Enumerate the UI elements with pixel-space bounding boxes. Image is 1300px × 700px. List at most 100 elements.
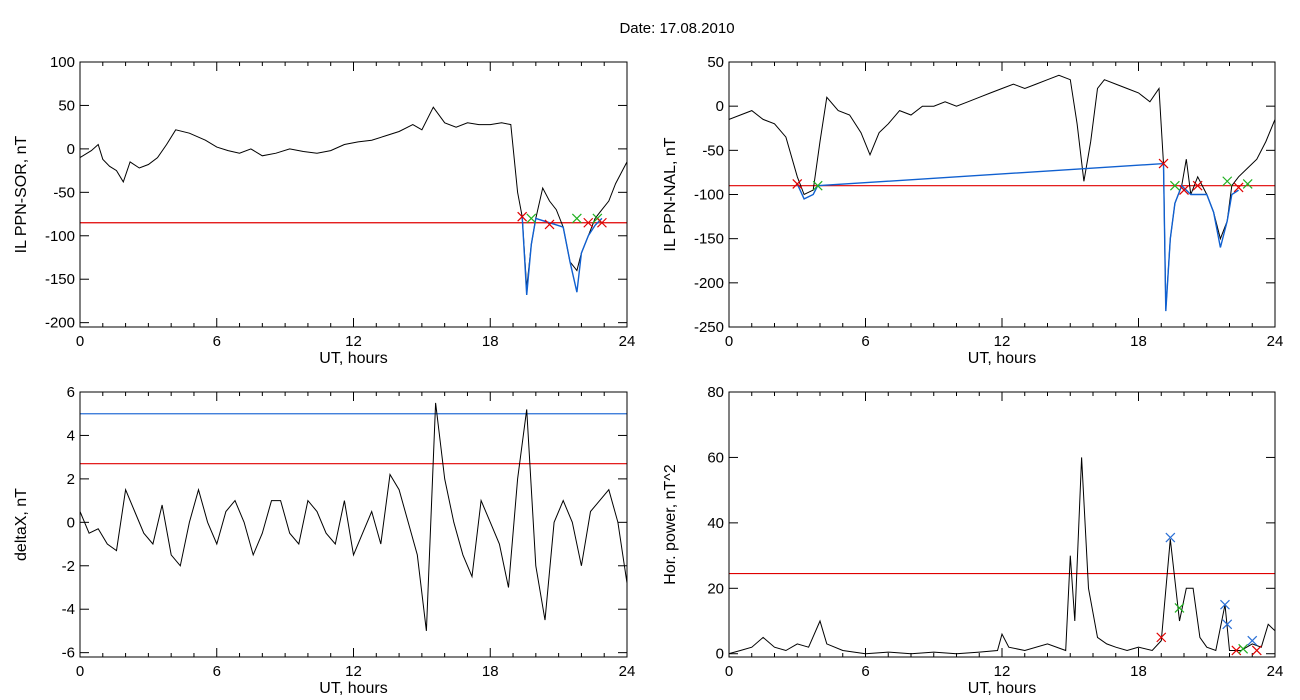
marker-stroke <box>526 213 537 224</box>
chart-panel-4: 0 6 12 18 24 0 20 40 60 80 UT, hours Hor. power, nT… <box>662 384 1283 697</box>
marker-red <box>1192 180 1203 191</box>
marker-red <box>792 178 803 189</box>
marker-stroke <box>1247 635 1258 646</box>
marker-stroke <box>1158 158 1169 169</box>
y-tick-label: -50 <box>702 142 724 159</box>
marker-red <box>1251 645 1262 656</box>
marker-stroke <box>1220 599 1230 610</box>
y-tick-label: 100 <box>50 54 75 71</box>
x-tick-label: 0 <box>725 333 733 350</box>
marker-green <box>1222 176 1233 187</box>
y-tick-label: 2 <box>67 471 75 488</box>
plot-area <box>80 402 627 631</box>
y-tick-label: 6 <box>67 384 75 401</box>
y-tick-label: 0 <box>716 646 724 663</box>
marker-stroke <box>1174 603 1185 613</box>
x-tick-label: 0 <box>725 663 733 680</box>
plot-frame <box>728 61 1276 328</box>
y-axis-title: IL PPN-NAL, nT <box>662 137 679 251</box>
x-tick-label: 12 <box>345 333 362 350</box>
marker-green <box>571 213 582 224</box>
marker-red <box>544 219 555 230</box>
marker-stroke <box>1251 645 1262 656</box>
plot-area <box>80 106 627 295</box>
series-line-1 <box>80 402 627 631</box>
marker-red <box>1233 182 1244 193</box>
series-line-1 <box>80 106 627 288</box>
x-tick-label: 24 <box>619 663 636 680</box>
marker-red <box>517 211 528 222</box>
marker-red <box>1156 632 1167 643</box>
figure-title: Date: 17.08.2010 <box>619 20 734 37</box>
x-tick-label: 6 <box>861 333 869 350</box>
marker-red <box>597 217 607 228</box>
marker-stroke <box>597 217 607 228</box>
x-axis-title: UT, hours <box>319 680 387 697</box>
y-tick-label: 4 <box>67 427 75 444</box>
marker-stroke <box>544 219 555 230</box>
marker-stroke <box>1233 182 1244 193</box>
y-tick-label: -6 <box>62 645 75 662</box>
x-tick-label: 24 <box>1267 333 1284 350</box>
x-axis-title: UT, hours <box>968 350 1036 367</box>
y-tick-label: 0 <box>67 141 75 158</box>
marker-stroke <box>583 217 594 228</box>
y-tick-label: -150 <box>694 231 724 248</box>
marker-red <box>1158 158 1169 169</box>
marker-red <box>1179 185 1189 196</box>
marker-stroke <box>1222 619 1233 630</box>
y-tick-label: -150 <box>45 271 75 288</box>
marker-green <box>1174 603 1185 613</box>
x-tick-label: 0 <box>76 333 84 350</box>
marker-green <box>1169 180 1180 191</box>
y-tick-label: 20 <box>707 580 724 597</box>
highlight-segment <box>796 162 1239 312</box>
y-tick-label: -100 <box>694 187 724 204</box>
highlight-segment <box>521 216 603 295</box>
x-tick-label: 6 <box>213 663 221 680</box>
marker-green <box>1242 178 1253 189</box>
y-tick-label: -4 <box>62 601 75 618</box>
y-tick-label: 80 <box>707 384 724 401</box>
marker-stroke <box>1222 176 1233 187</box>
y-tick-label: 50 <box>58 97 75 114</box>
y-axis-title: deltaX, nT <box>13 488 30 561</box>
x-tick-label: 18 <box>1130 333 1147 350</box>
x-tick-label: 24 <box>1267 663 1284 680</box>
y-tick-label: -200 <box>45 315 75 332</box>
x-tick-label: 18 <box>1130 663 1147 680</box>
marker-stroke <box>1156 632 1167 643</box>
x-tick-label: 12 <box>994 663 1011 680</box>
x-tick-label: 18 <box>482 333 499 350</box>
y-tick-label: -100 <box>45 228 75 245</box>
marker-stroke <box>571 213 582 224</box>
plot-area <box>729 457 1275 656</box>
plot-frame <box>79 391 628 658</box>
marker-green <box>812 180 823 191</box>
marker-stroke <box>1165 532 1176 543</box>
y-tick-label: -50 <box>53 184 75 201</box>
marker-blue <box>1165 532 1176 543</box>
y-axis-title: IL PPN-SOR, nT <box>13 135 30 253</box>
x-tick-label: 24 <box>619 333 636 350</box>
y-axis-title: Hor. power, nT^2 <box>662 464 679 585</box>
marker-stroke <box>812 180 823 191</box>
marker-stroke <box>1179 185 1189 196</box>
plot-area <box>729 74 1275 312</box>
x-axis-title: UT, hours <box>319 350 387 367</box>
plot-frame <box>728 391 1276 658</box>
marker-blue <box>1247 635 1258 646</box>
marker-green <box>1238 643 1249 654</box>
x-tick-label: 12 <box>994 333 1011 350</box>
x-tick-label: 6 <box>861 663 869 680</box>
chart-panel-1: 0 6 12 18 24 -200 -150 -100 -50 0 50 100 UT, hours IL… <box>13 54 635 367</box>
series-line-1 <box>729 457 1275 655</box>
y-tick-label: 0 <box>716 98 724 115</box>
x-axis-title: UT, hours <box>968 680 1036 697</box>
marker-stroke <box>1231 645 1242 656</box>
chart-panel-2: 0 6 12 18 24 -250 -200 -150 -100 -50 0 50 UT, hours I… <box>662 54 1283 367</box>
marker-blue <box>1222 619 1233 630</box>
